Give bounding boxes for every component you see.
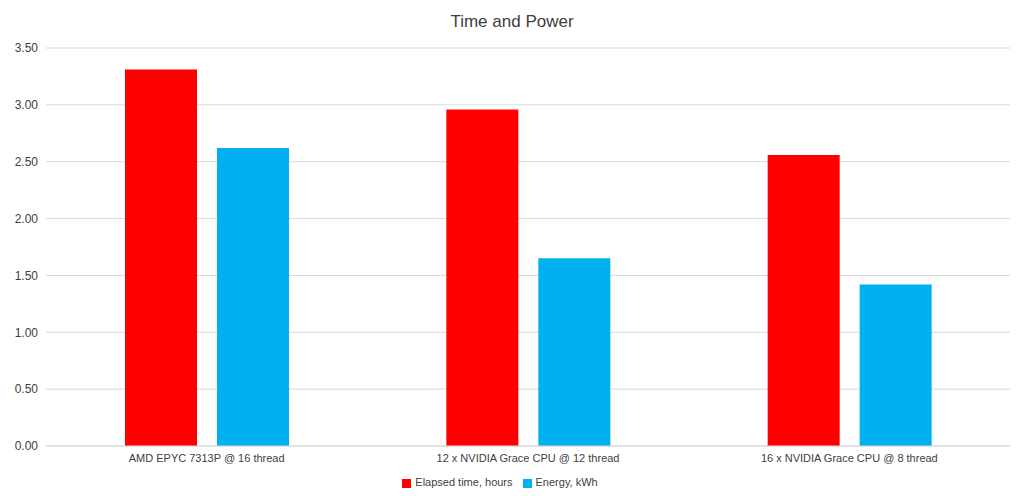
svg-text:1.50: 1.50 [15,269,39,283]
svg-text:AMD EPYC 7313P @ 16 thread: AMD EPYC 7313P @ 16 thread [129,452,285,464]
svg-text:0.50: 0.50 [15,382,39,396]
svg-text:3.50: 3.50 [15,41,39,55]
html-text:Time and Power: Time and Power [450,12,574,31]
svg-text:3.00: 3.00 [15,98,39,112]
html-text:Elapsed time, hours: Elapsed time, hours [415,476,513,488]
svg-text:2.00: 2.00 [15,212,39,226]
html-text:Energy, kWh: Energy, kWh [535,476,598,488]
svg-text:2.50: 2.50 [15,155,39,169]
svg-text:16 x NVIDIA Grace CPU @ 8 thre: 16 x NVIDIA Grace CPU @ 8 thread [761,452,938,464]
svg-text:1.00: 1.00 [15,326,39,340]
svg-text:0.00: 0.00 [15,439,39,453]
svg-text:12 x NVIDIA Grace CPU @ 12 thr: 12 x NVIDIA Grace CPU @ 12 thread [437,452,620,464]
